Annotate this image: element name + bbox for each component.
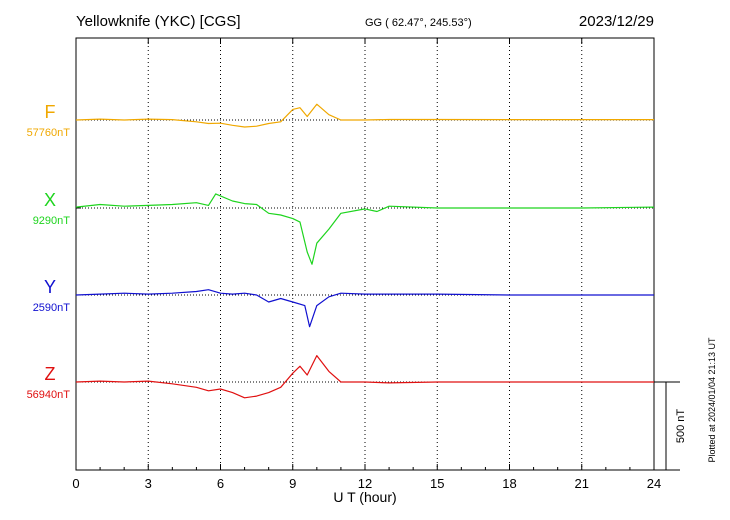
series-line-X [75,193,655,265]
series-line-Z [75,355,654,399]
vertical-grid [147,38,583,470]
series-baseline-value-F: 57760nT [27,127,71,139]
series-name-F: F [45,102,56,122]
x-tick-label-3: 3 [145,476,152,491]
scale-bar-label: 500 nT [675,409,687,444]
x-tick-label-9: 9 [289,476,296,491]
x-tick-label-18: 18 [502,476,516,491]
x-tick-label-6: 6 [217,476,224,491]
series-line-F [75,103,654,128]
scale-bar: 500 nT [654,381,687,471]
series-line-Y [75,289,654,328]
series-labels: F 57760nT X 9290nT Y 2590nT Z 56940nT [27,102,71,401]
series-baseline-value-Z: 56940nT [27,389,71,401]
x-axis: 0 3 6 9 12 15 18 21 24 [72,38,661,491]
x-tick-label-15: 15 [430,476,444,491]
x-tick-label-21: 21 [575,476,589,491]
x-tick-label-12: 12 [358,476,372,491]
series-baseline-value-Y: 2590nT [33,302,71,314]
plotted-at-note: Plotted at 2024/01/04 21:13 UT [707,337,717,463]
station-title: Yellowknife (YKC) [CGS] [76,13,241,30]
x-tick-label-0: 0 [72,476,79,491]
series-layer [75,103,655,399]
series-name-X: X [44,190,56,210]
chart-date: 2023/12/29 [579,13,654,30]
station-coordinates: GG ( 62.47°, 245.53°) [365,17,472,29]
x-axis-label: U T (hour) [333,489,396,505]
series-name-Y: Y [44,277,56,297]
x-tick-label-24: 24 [647,476,661,491]
series-baseline-value-X: 9290nT [33,215,71,227]
series-name-Z: Z [45,364,56,384]
